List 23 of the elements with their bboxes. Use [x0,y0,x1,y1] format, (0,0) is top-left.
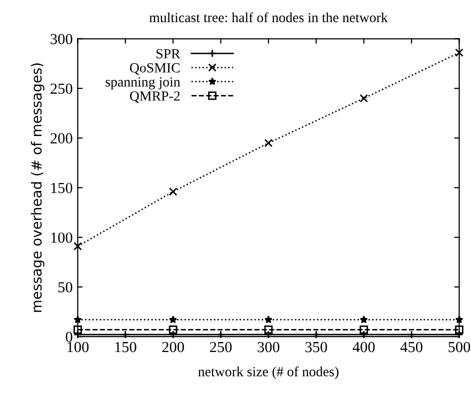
y-tick-label: 250 [50,84,72,94]
x-tick-label: 200 [162,342,184,352]
y-tick-label: 150 [51,182,72,194]
x-tick-label: 500 [448,342,470,352]
x-tick-label: 450 [400,342,422,352]
x-axis-title: network size (# of nodes) [198,366,338,380]
x-tick-label: 300 [258,342,280,352]
legend-label: spanning join [106,77,180,90]
y-tick-label: 50 [58,282,72,292]
legend-label: QMRP-2 [130,91,180,103]
chart-title: multicast tree: half of nodes in the network [149,12,388,22]
y-tick-label: 0 [66,332,72,342]
x-tick-label: 100 [68,342,89,352]
legend-label: QoSMIC [130,63,180,75]
y-axis-title: message overhead (# of messages) [30,63,44,312]
x-tick-label: 400 [352,342,375,352]
y-tick-label: 300 [50,34,72,44]
y-tick-label: 200 [50,133,72,144]
y-tick-label: 100 [51,232,72,243]
x-tick-label: 350 [305,342,328,352]
x-tick-label: 250 [210,342,232,352]
legend-label: SPR [156,49,180,58]
x-tick-label: 150 [115,342,136,352]
